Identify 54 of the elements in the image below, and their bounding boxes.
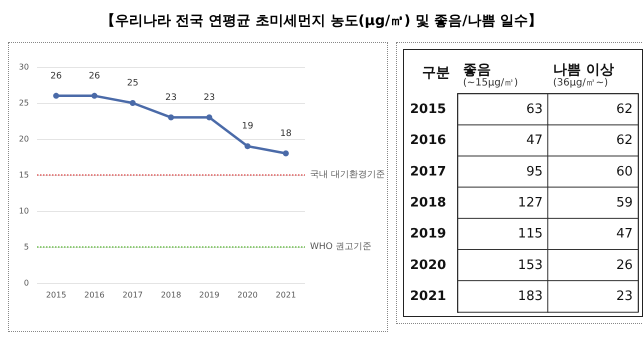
point: [282, 150, 289, 156]
ref-line-label: 국내 대기환경기준: [310, 170, 385, 180]
data-label: 63: [526, 102, 543, 118]
point: [53, 92, 60, 99]
ref-line-label: WHO 권고기준: [310, 242, 372, 252]
data-label: 127: [518, 196, 543, 210]
y-tick-label: 2015: [410, 102, 446, 118]
data-label: 59: [616, 196, 633, 210]
data-label: 95: [526, 164, 543, 180]
y-tick-label: 25: [18, 98, 29, 108]
x-tick-label: 2018: [160, 290, 182, 300]
data-label: 60: [616, 164, 633, 180]
point: [244, 143, 251, 150]
x-tick-label: 좋음 (~15μg/㎥): [463, 62, 518, 88]
data-label: 26: [88, 71, 100, 82]
data-label: 153: [518, 258, 543, 273]
x-axis-title: 구분: [422, 65, 450, 81]
data-label: 115: [518, 226, 543, 242]
x-tick-label: 2021: [276, 290, 296, 300]
data-label: 25: [126, 78, 138, 88]
data-label: 26: [616, 258, 633, 273]
point: [91, 92, 98, 99]
data-label: 26: [50, 71, 62, 82]
x-tick-label: 2017: [122, 290, 143, 300]
data-label: 62: [616, 133, 633, 148]
y-tick-label: 15: [18, 170, 29, 180]
point: [130, 100, 136, 106]
data-label: 23: [204, 92, 216, 103]
x-tick-label: 2016: [84, 290, 105, 300]
y-tick-label: 5: [24, 242, 29, 252]
point: [168, 114, 174, 120]
chart-title: 【우리나라 전국 연평균 초미세먼지 농도(μg/㎥) 및 좋음/나쁨 일수】: [100, 12, 544, 31]
data-label: 183: [518, 288, 543, 304]
x-tick-label: 나쁨 이상 (36μg/㎥~): [553, 62, 614, 88]
data-label: 19: [242, 122, 254, 132]
data-label: 47: [526, 133, 543, 148]
data-label: 23: [165, 92, 177, 103]
y-tick-label: 2020: [410, 258, 446, 273]
y-tick-label: 20: [18, 134, 29, 144]
y-tick-label: 10: [18, 206, 29, 216]
y-tick-label: 0: [24, 278, 29, 288]
data-label: 23: [616, 288, 633, 304]
x-tick-label: 2020: [237, 290, 258, 300]
data-label: 18: [280, 128, 292, 139]
point: [206, 114, 212, 120]
y-tick-label: 2017: [410, 164, 446, 180]
data-label: 47: [616, 226, 633, 242]
data-label: 62: [616, 102, 633, 118]
y-tick-label: 2016: [410, 133, 446, 148]
y-tick-label: 30: [18, 62, 29, 72]
y-tick-label: 2019: [410, 226, 446, 242]
x-tick-label: 2015: [46, 290, 66, 300]
x-tick-label: 2019: [199, 290, 220, 300]
y-tick-label: 2018: [410, 196, 446, 210]
